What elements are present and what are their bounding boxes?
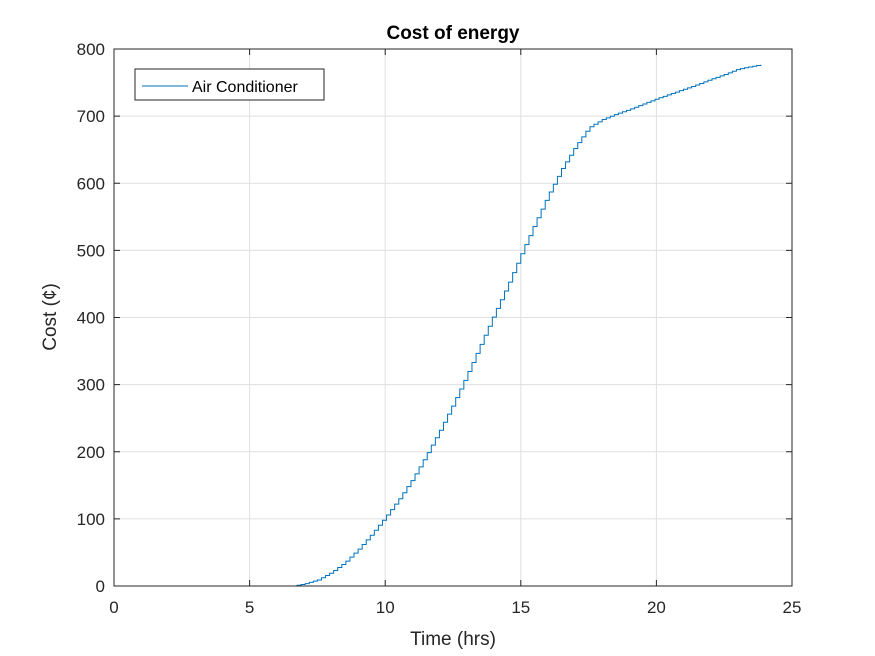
y-tick-label: 700 (77, 107, 105, 126)
y-axis-label: Cost (¢) (40, 283, 61, 351)
series-group (114, 64, 762, 587)
y-tick-label: 100 (77, 510, 105, 529)
x-tick-label: 20 (647, 598, 666, 617)
y-tick-label: 600 (77, 174, 105, 193)
chart-title: Cost of energy (386, 23, 519, 44)
y-tick-label: 0 (96, 577, 105, 596)
y-tick-label: 200 (77, 443, 105, 462)
x-tick-label: 25 (783, 598, 802, 617)
legend: Air Conditioner (134, 68, 325, 101)
y-axis-ticks: 0 100 200 300 400 500 600 700 800 (77, 40, 792, 596)
x-axis-ticks: 0 5 10 15 20 25 (109, 49, 801, 617)
y-tick-label: 300 (77, 376, 105, 395)
x-axis-label: Time (hrs) (410, 629, 496, 650)
x-tick-label: 15 (511, 598, 530, 617)
y-tick-label: 400 (77, 309, 105, 328)
x-tick-label: 0 (109, 598, 118, 617)
legend-label: Air Conditioner (192, 79, 299, 96)
y-tick-label: 800 (77, 40, 105, 59)
y-tick-label: 500 (77, 241, 105, 260)
legend-box (134, 68, 325, 101)
x-tick-label: 5 (245, 598, 254, 617)
series-line-air-conditioner (114, 64, 762, 587)
x-tick-label: 10 (376, 598, 395, 617)
